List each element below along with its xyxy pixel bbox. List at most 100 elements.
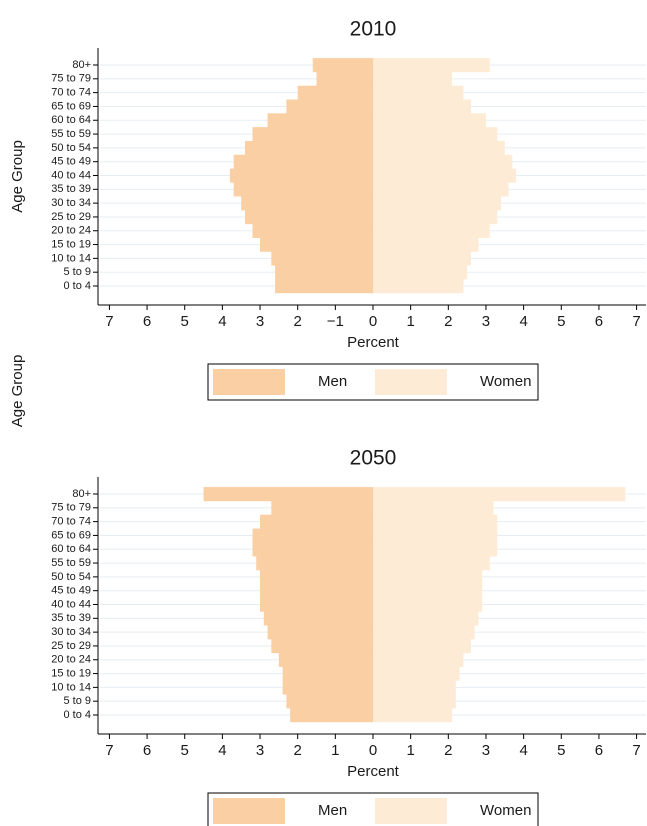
bar bbox=[373, 652, 464, 667]
bar bbox=[373, 154, 513, 169]
bar bbox=[373, 127, 498, 142]
bar bbox=[373, 71, 453, 87]
bar bbox=[373, 487, 626, 502]
bar bbox=[373, 58, 490, 73]
y-tick-label: 35 to 39 bbox=[51, 183, 91, 195]
bar bbox=[373, 140, 505, 156]
bar bbox=[373, 694, 456, 709]
bar bbox=[260, 583, 373, 598]
y-tick-label: 5 to 9 bbox=[63, 266, 91, 278]
y-tick-label: 65 to 69 bbox=[51, 529, 91, 541]
bar bbox=[373, 279, 464, 294]
x-tick-label: 4 bbox=[519, 313, 527, 330]
x-tick-label: 4 bbox=[218, 313, 226, 330]
x-tick-label: 0 bbox=[369, 313, 377, 330]
bar bbox=[244, 140, 373, 156]
bar bbox=[373, 583, 483, 598]
y-tick-label: 10 to 14 bbox=[51, 252, 91, 264]
y-tick-label: 15 to 19 bbox=[51, 667, 91, 679]
bar bbox=[252, 223, 373, 238]
bar bbox=[373, 182, 509, 197]
bar bbox=[286, 99, 373, 114]
bar bbox=[271, 251, 373, 266]
y-tick-label: 0 to 4 bbox=[63, 280, 91, 292]
x-tick-label: 4 bbox=[519, 742, 527, 759]
bar bbox=[373, 196, 502, 211]
bar bbox=[373, 113, 486, 128]
legend-label: Women bbox=[480, 802, 531, 819]
bar bbox=[271, 500, 373, 516]
y-tick-label: 80+ bbox=[72, 59, 91, 71]
bar bbox=[282, 666, 373, 681]
bar bbox=[256, 556, 373, 571]
y-tick-label: 70 to 74 bbox=[51, 516, 91, 528]
bar bbox=[260, 569, 373, 585]
bar bbox=[263, 611, 373, 626]
y-tick-label: 35 to 39 bbox=[51, 612, 91, 624]
bar bbox=[373, 680, 456, 695]
bar bbox=[290, 708, 373, 723]
x-tick-label: 4 bbox=[218, 742, 226, 759]
y-axis-label: Age Group bbox=[9, 140, 26, 213]
bar bbox=[373, 597, 483, 612]
legend-swatch bbox=[375, 798, 447, 824]
bar bbox=[244, 210, 373, 225]
x-tick-label: 3 bbox=[482, 313, 490, 330]
x-axis-label: Percent bbox=[347, 763, 400, 780]
x-tick-label: 6 bbox=[595, 742, 603, 759]
bar bbox=[267, 625, 373, 640]
y-tick-label: 45 to 49 bbox=[51, 585, 91, 597]
x-tick-label: 2 bbox=[294, 313, 302, 330]
x-tick-label: 1 bbox=[331, 742, 339, 759]
x-tick-label: 5 bbox=[181, 742, 189, 759]
bar bbox=[233, 154, 373, 169]
bar bbox=[373, 569, 483, 585]
y-tick-label: 30 to 34 bbox=[51, 626, 91, 638]
x-tick-label: 7 bbox=[632, 742, 640, 759]
x-tick-label: 7 bbox=[105, 313, 113, 330]
bar bbox=[203, 487, 373, 502]
bar bbox=[316, 71, 373, 87]
legend-swatch bbox=[375, 369, 447, 395]
bar bbox=[373, 639, 471, 654]
legend-swatch bbox=[213, 798, 285, 824]
bar bbox=[373, 237, 479, 252]
x-tick-label: 1 bbox=[406, 742, 414, 759]
bar bbox=[275, 265, 373, 280]
x-tick-label: 2 bbox=[444, 313, 452, 330]
x-tick-label: −1 bbox=[327, 313, 344, 330]
bar bbox=[373, 666, 460, 681]
bar bbox=[373, 223, 490, 238]
y-tick-label: 50 to 54 bbox=[51, 142, 91, 154]
y-tick-label: 45 to 49 bbox=[51, 156, 91, 168]
bar bbox=[373, 514, 498, 529]
y-tick-label: 40 to 44 bbox=[51, 598, 91, 610]
y-tick-label: 25 to 29 bbox=[51, 640, 91, 652]
bar bbox=[252, 528, 373, 543]
y-tick-label: 50 to 54 bbox=[51, 571, 91, 583]
y-tick-label: 20 to 24 bbox=[51, 654, 91, 666]
bar bbox=[373, 625, 475, 640]
y-tick-label: 10 to 14 bbox=[51, 681, 91, 693]
y-tick-label: 20 to 24 bbox=[51, 225, 91, 237]
bar bbox=[312, 58, 373, 73]
x-axis-label: Percent bbox=[347, 334, 400, 351]
y-tick-label: 65 to 69 bbox=[51, 100, 91, 112]
bar bbox=[373, 556, 490, 571]
bar bbox=[267, 113, 373, 128]
y-tick-label: 80+ bbox=[72, 488, 91, 500]
y-tick-label: 60 to 64 bbox=[51, 114, 91, 126]
bar bbox=[252, 127, 373, 142]
x-tick-label: 1 bbox=[406, 313, 414, 330]
x-tick-label: 7 bbox=[632, 313, 640, 330]
chart-title: 2010 bbox=[350, 18, 397, 41]
y-tick-label: 5 to 9 bbox=[63, 695, 91, 707]
y-tick-label: 30 to 34 bbox=[51, 197, 91, 209]
bar bbox=[252, 542, 373, 557]
bar bbox=[373, 251, 471, 266]
bar bbox=[373, 210, 498, 225]
x-tick-label: 2 bbox=[294, 742, 302, 759]
bar bbox=[373, 542, 498, 557]
x-tick-label: 5 bbox=[181, 313, 189, 330]
legend-label: Women bbox=[480, 373, 531, 390]
